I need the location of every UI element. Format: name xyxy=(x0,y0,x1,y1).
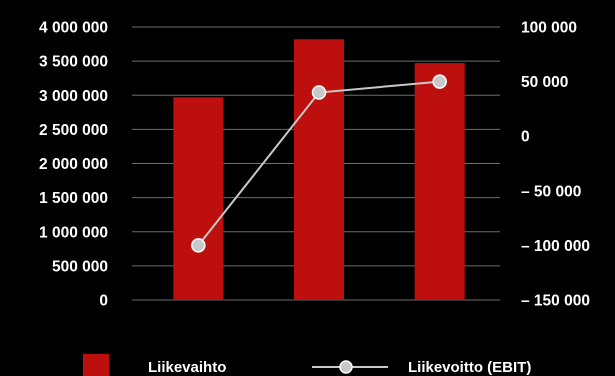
right-tick-label: 0 xyxy=(521,129,530,146)
right-tick-label: – 100 000 xyxy=(521,238,590,255)
ebit-point xyxy=(432,74,447,89)
line-series-ebit xyxy=(191,74,447,253)
left-tick-label: 1 500 000 xyxy=(39,190,108,207)
left-tick-label: 2 000 000 xyxy=(39,156,108,173)
left-tick-label: 3 000 000 xyxy=(39,88,108,105)
legend-swatch-liikevaihto xyxy=(83,354,109,376)
ebit-point xyxy=(191,238,206,253)
right-tick-label: 100 000 xyxy=(521,20,577,37)
legend-label-ebit: Liikevoitto (EBIT) xyxy=(408,359,531,376)
left-tick-label: 500 000 xyxy=(52,258,108,275)
legend-marker-ebit xyxy=(339,360,353,374)
left-tick-label: 3 500 000 xyxy=(39,54,108,71)
left-tick-label: 4 000 000 xyxy=(39,20,108,37)
bar xyxy=(173,97,224,300)
left-tick-label: 2 500 000 xyxy=(39,122,108,139)
bar-series-liikevaihto xyxy=(173,39,465,300)
bar xyxy=(414,63,465,300)
left-tick-label: 1 000 000 xyxy=(39,224,108,241)
bar xyxy=(294,39,344,300)
right-tick-label: 50 000 xyxy=(521,74,568,91)
left-axis: 0 500 000 1 000 000 1 500 000 2 000 000 2 500… xyxy=(39,20,108,310)
right-tick-label: – 50 000 xyxy=(521,183,581,200)
right-axis: – 150 000 – 100 000 – 50 000 0 50 000 100 000 xyxy=(521,20,590,310)
legend-label-liikevaihto: Liikevaihto xyxy=(148,359,226,376)
left-tick-label: 0 xyxy=(99,293,108,310)
legend: Liikevaihto Liikevoitto (EBIT) xyxy=(83,354,531,376)
right-tick-label: – 150 000 xyxy=(521,293,590,310)
ebit-point xyxy=(311,85,327,100)
